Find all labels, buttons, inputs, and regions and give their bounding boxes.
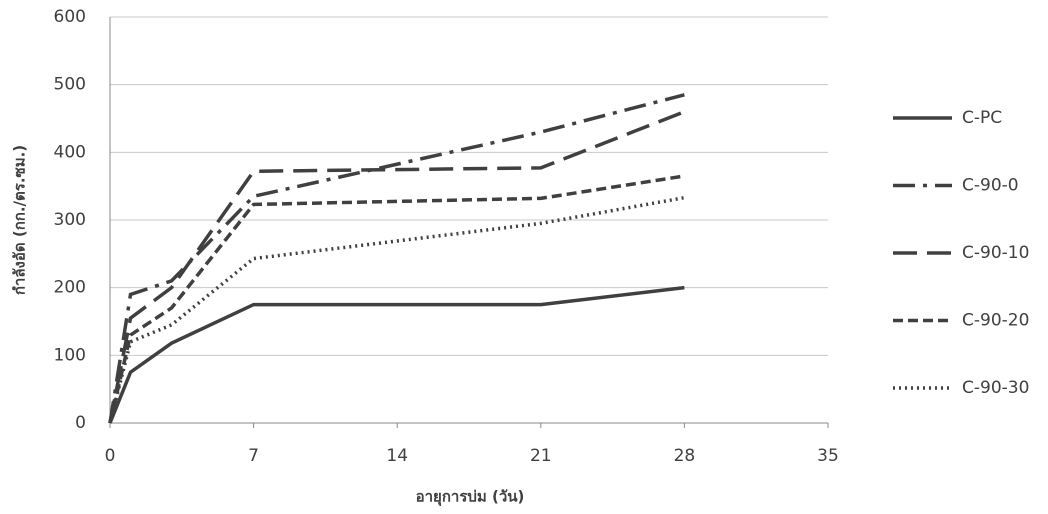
y-tick-label: 600 <box>54 7 86 27</box>
y-tick-label: 0 <box>75 413 86 433</box>
legend-label: C-PC <box>962 108 1002 128</box>
y-tick-label: 500 <box>54 75 86 95</box>
legend-label: C-90-20 <box>962 311 1029 331</box>
x-axis-title: อายุการบ่ม (วัน) <box>416 488 525 507</box>
y-tick-label: 400 <box>54 142 86 162</box>
legend-label: C-90-0 <box>962 176 1019 196</box>
x-tick-label: 35 <box>817 446 839 466</box>
y-axis-title: กำลังอัด (กก./ตร.ซม.) <box>11 145 29 295</box>
x-tick-label: 7 <box>248 446 259 466</box>
y-tick-label: 100 <box>54 345 86 365</box>
x-tick-label: 0 <box>105 446 116 466</box>
line <box>108 174 685 424</box>
line <box>108 110 686 424</box>
line <box>108 285 685 424</box>
legend-label: C-90-30 <box>962 378 1029 398</box>
line <box>108 195 685 424</box>
x-tick-label: 21 <box>530 446 552 466</box>
legend-label: C-90-10 <box>962 243 1029 263</box>
x-tick-label: 28 <box>674 446 696 466</box>
y-tick-label: 300 <box>54 210 86 230</box>
y-tick-label: 200 <box>54 278 86 298</box>
x-tick-label: 14 <box>386 446 408 466</box>
